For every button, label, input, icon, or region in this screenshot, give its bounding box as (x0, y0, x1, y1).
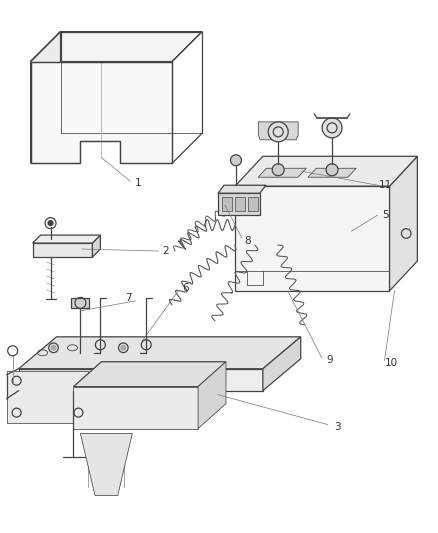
Polygon shape (32, 243, 92, 257)
Polygon shape (218, 193, 260, 215)
Polygon shape (7, 371, 88, 423)
Polygon shape (19, 337, 301, 369)
Circle shape (51, 345, 56, 350)
Circle shape (48, 221, 53, 225)
Circle shape (326, 164, 338, 176)
Polygon shape (218, 185, 266, 193)
Polygon shape (258, 122, 298, 140)
Polygon shape (74, 386, 198, 429)
Text: 3: 3 (334, 422, 341, 432)
Polygon shape (32, 235, 100, 243)
Polygon shape (31, 61, 172, 163)
Polygon shape (74, 362, 226, 386)
Text: 10: 10 (385, 358, 398, 368)
Polygon shape (263, 337, 301, 391)
Circle shape (121, 345, 126, 350)
Text: 9: 9 (326, 355, 333, 365)
Polygon shape (235, 156, 417, 186)
Polygon shape (222, 197, 232, 211)
Polygon shape (198, 362, 226, 429)
Polygon shape (308, 168, 356, 177)
Polygon shape (258, 168, 306, 177)
Text: 1: 1 (135, 178, 141, 188)
Text: 11: 11 (379, 180, 392, 190)
Polygon shape (71, 298, 89, 308)
Polygon shape (31, 31, 60, 163)
Polygon shape (19, 369, 263, 391)
Polygon shape (248, 197, 258, 211)
Circle shape (268, 122, 288, 142)
Text: 2: 2 (162, 246, 169, 256)
Text: 5: 5 (382, 210, 389, 220)
Polygon shape (235, 197, 245, 211)
Polygon shape (235, 186, 389, 291)
Polygon shape (31, 31, 202, 61)
Circle shape (272, 164, 284, 176)
Text: 6: 6 (182, 283, 188, 293)
Text: 8: 8 (244, 236, 251, 246)
Text: 7: 7 (125, 293, 131, 303)
Polygon shape (389, 156, 417, 291)
Circle shape (322, 118, 342, 138)
Circle shape (230, 155, 241, 166)
Polygon shape (92, 235, 100, 257)
Polygon shape (81, 433, 132, 495)
